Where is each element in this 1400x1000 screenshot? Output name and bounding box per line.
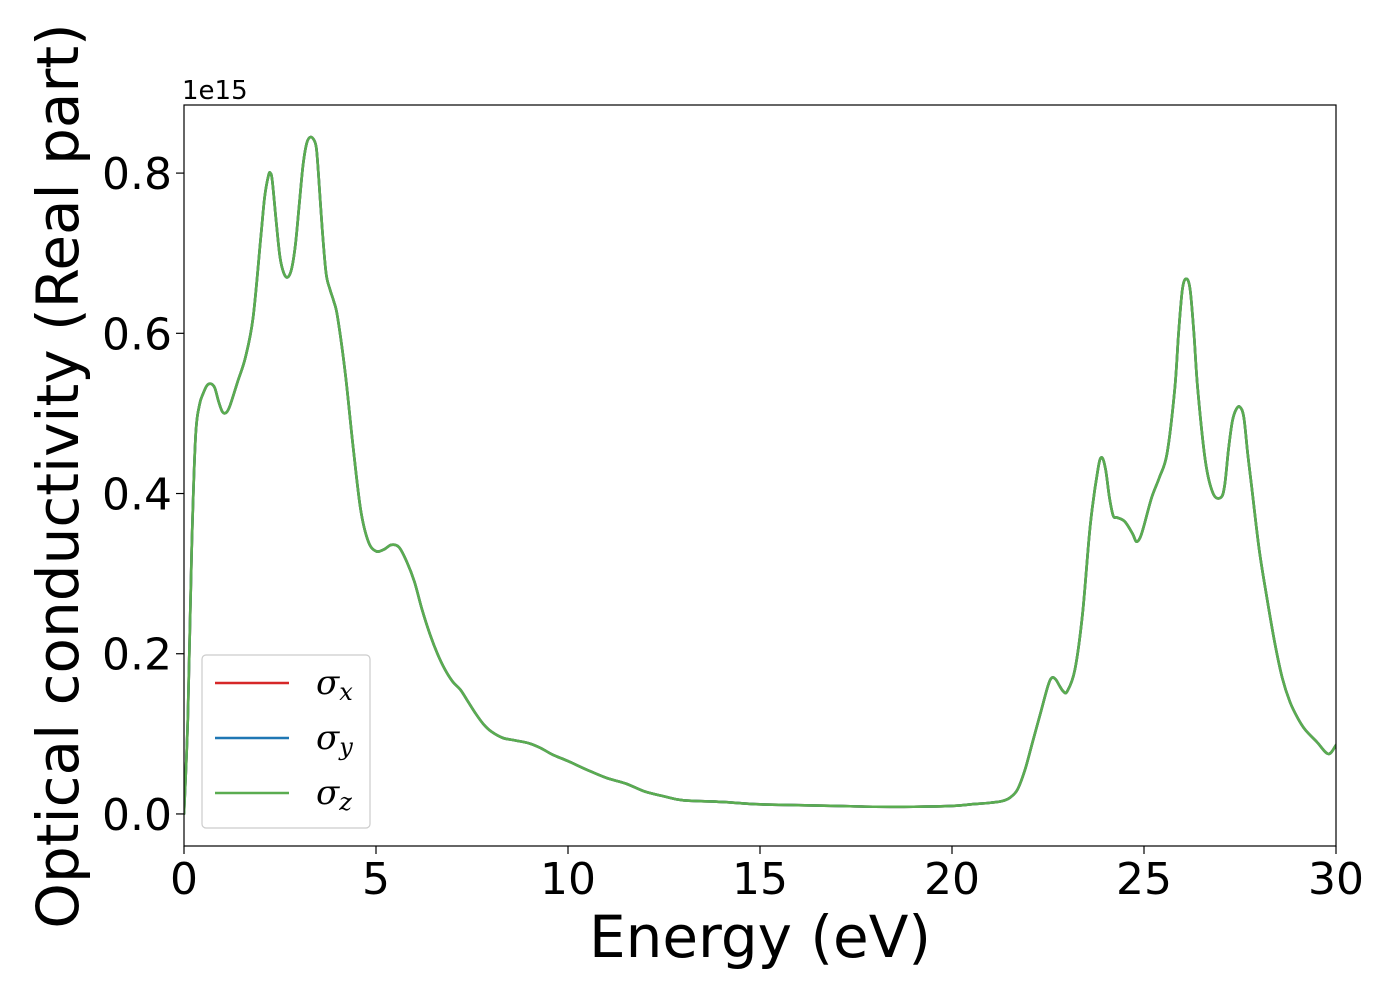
legend-label-x: σx — [316, 663, 353, 706]
legend-label-y: σy — [316, 718, 353, 761]
x-tick-label: 20 — [924, 854, 980, 905]
y-tick-label: 0.6 — [102, 309, 172, 360]
x-axis-ticks: 0 5 10 15 20 25 30 — [170, 846, 1364, 905]
y-tick-label: 0.8 — [102, 149, 172, 200]
x-tick-label: 10 — [540, 854, 596, 905]
x-tick-label: 5 — [362, 854, 390, 905]
legend: σx σy σz — [201, 654, 371, 829]
y-axis-ticks: 0.0 0.2 0.4 0.6 0.8 — [102, 149, 184, 841]
series-lines — [184, 135, 1336, 816]
x-tick-label: 30 — [1308, 854, 1364, 905]
y-tick-label: 0.2 — [102, 630, 172, 681]
y-tick-label: 0.4 — [102, 470, 172, 521]
x-tick-label: 25 — [1116, 854, 1172, 905]
y-axis-label: Optical conductivity (Real part) — [24, 23, 92, 928]
legend-label-z: σz — [316, 773, 352, 816]
x-tick-label: 0 — [170, 854, 198, 905]
x-axis-label: Energy (eV) — [589, 903, 931, 971]
y-offset-label: 1e15 — [182, 76, 248, 106]
x-tick-label: 15 — [732, 854, 788, 905]
y-tick-label: 0.0 — [102, 790, 172, 841]
legend-box — [201, 654, 371, 829]
series-line-z — [184, 135, 1336, 816]
